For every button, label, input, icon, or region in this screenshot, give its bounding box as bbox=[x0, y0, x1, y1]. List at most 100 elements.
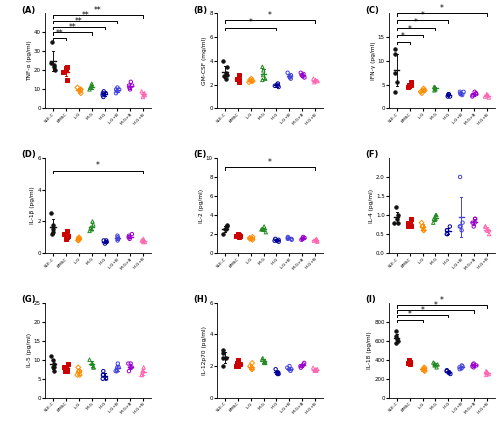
Point bbox=[75, 368, 83, 375]
Point bbox=[470, 88, 478, 95]
Point bbox=[60, 364, 68, 371]
Point bbox=[446, 223, 454, 230]
Point bbox=[470, 360, 478, 367]
Point bbox=[484, 91, 492, 99]
Point bbox=[100, 94, 108, 101]
Point bbox=[456, 173, 464, 180]
Point bbox=[445, 369, 453, 376]
Point bbox=[61, 368, 69, 375]
Point bbox=[128, 231, 136, 238]
Point bbox=[87, 84, 95, 91]
Text: *: * bbox=[420, 11, 424, 20]
Point bbox=[222, 69, 230, 76]
Point bbox=[274, 84, 282, 91]
Text: (I): (I) bbox=[366, 295, 376, 304]
Point bbox=[421, 368, 429, 375]
Point bbox=[310, 75, 318, 82]
Point bbox=[432, 212, 440, 219]
Point bbox=[420, 365, 428, 372]
Y-axis label: GM-CSF (mg/ml): GM-CSF (mg/ml) bbox=[202, 37, 207, 85]
Point bbox=[420, 87, 428, 94]
Point bbox=[274, 80, 282, 87]
Point bbox=[114, 235, 122, 242]
Point bbox=[125, 368, 133, 375]
Point bbox=[126, 86, 134, 93]
Point bbox=[297, 69, 305, 76]
Point bbox=[445, 370, 453, 377]
Point bbox=[286, 367, 294, 374]
Point bbox=[102, 375, 110, 382]
Point bbox=[456, 223, 464, 230]
Point bbox=[472, 362, 480, 369]
Text: *: * bbox=[420, 305, 424, 315]
Point bbox=[482, 370, 490, 377]
Point bbox=[74, 237, 82, 244]
Point bbox=[86, 86, 94, 93]
Point bbox=[394, 337, 402, 344]
Point bbox=[443, 367, 451, 374]
Text: *: * bbox=[96, 161, 100, 170]
Point bbox=[313, 236, 321, 244]
Point bbox=[272, 235, 280, 242]
Point bbox=[113, 368, 121, 375]
Point bbox=[235, 79, 243, 86]
Point bbox=[446, 370, 454, 377]
Point bbox=[432, 86, 440, 93]
Point bbox=[102, 90, 110, 97]
Point bbox=[222, 354, 230, 362]
Point bbox=[125, 82, 133, 89]
Text: (B): (B) bbox=[194, 6, 207, 15]
Point bbox=[139, 239, 147, 246]
Point bbox=[420, 85, 428, 92]
Point bbox=[124, 234, 132, 241]
Point bbox=[260, 223, 268, 230]
Point bbox=[297, 364, 305, 371]
Point bbox=[260, 359, 268, 366]
Point bbox=[392, 204, 400, 211]
Point bbox=[273, 81, 281, 88]
Point bbox=[456, 223, 464, 230]
Point bbox=[471, 215, 479, 222]
Point bbox=[62, 65, 70, 72]
Point bbox=[430, 219, 438, 226]
Point bbox=[420, 227, 428, 234]
Point bbox=[114, 234, 122, 241]
Point bbox=[77, 86, 85, 93]
Point bbox=[470, 223, 478, 230]
Point bbox=[432, 212, 440, 219]
Point bbox=[248, 236, 256, 244]
Point bbox=[458, 363, 466, 370]
Point bbox=[284, 364, 292, 371]
Point bbox=[246, 234, 254, 241]
Point bbox=[392, 50, 400, 57]
Point bbox=[420, 87, 428, 94]
Point bbox=[258, 356, 266, 363]
Point bbox=[310, 367, 318, 374]
Point bbox=[99, 371, 107, 378]
Point bbox=[456, 90, 464, 97]
Point bbox=[393, 335, 401, 342]
Point bbox=[468, 363, 476, 370]
Point bbox=[114, 237, 122, 244]
Point bbox=[51, 67, 59, 74]
Point bbox=[443, 227, 451, 234]
Point bbox=[88, 82, 96, 89]
Point bbox=[284, 234, 292, 241]
Point bbox=[309, 364, 317, 371]
Point bbox=[258, 226, 266, 233]
Point bbox=[246, 76, 254, 84]
Point bbox=[76, 88, 84, 95]
Point bbox=[126, 235, 134, 242]
Point bbox=[300, 234, 308, 241]
Point bbox=[271, 82, 279, 89]
Point bbox=[260, 67, 268, 74]
Point bbox=[219, 347, 227, 354]
Point bbox=[74, 235, 82, 242]
Point bbox=[222, 221, 230, 228]
Text: (H): (H) bbox=[194, 295, 208, 304]
Point bbox=[299, 233, 307, 240]
Point bbox=[219, 362, 227, 370]
Point bbox=[261, 359, 269, 366]
Point bbox=[313, 237, 321, 244]
Text: **: ** bbox=[94, 6, 102, 15]
